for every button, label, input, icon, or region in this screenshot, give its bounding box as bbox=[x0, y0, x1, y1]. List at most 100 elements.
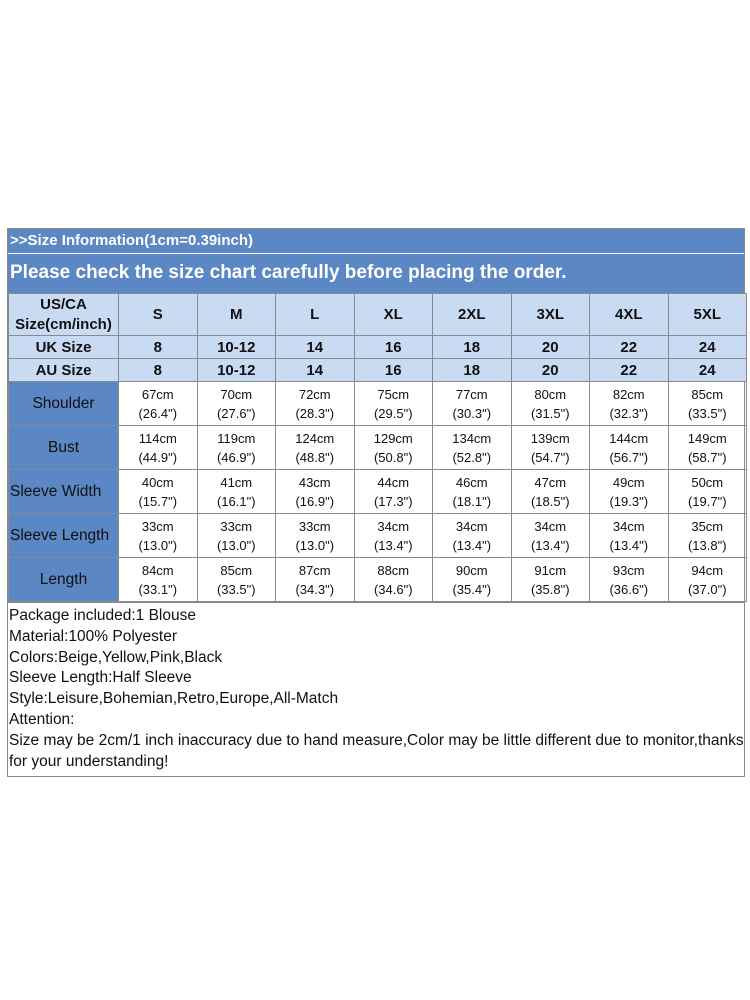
measurement-cell: 34cm (13.4") bbox=[432, 513, 512, 558]
cm-value: 67cm bbox=[141, 386, 174, 402]
au-size-cell: 8 bbox=[118, 358, 198, 382]
cm-value: 90cm bbox=[455, 562, 488, 578]
cm-value: 85cm bbox=[220, 562, 253, 578]
inch-value: (33.5") bbox=[216, 581, 256, 597]
inch-value: (17.3") bbox=[373, 493, 413, 509]
size-info-heading: >>Size Information(1cm=0.39inch) bbox=[8, 229, 744, 254]
measurement-label: Sleeve Width bbox=[8, 469, 119, 514]
measurement-label: Shoulder bbox=[8, 381, 119, 426]
measurement-cell: 35cm (13.8") bbox=[667, 513, 747, 558]
measurement-cell: 34cm (13.4") bbox=[589, 513, 669, 558]
au-size-label: AU Size bbox=[8, 358, 119, 382]
cm-value: 34cm bbox=[455, 518, 488, 534]
inch-value: (13.4") bbox=[609, 537, 649, 553]
au-size-cell: 14 bbox=[275, 358, 355, 382]
inch-value: (13.8") bbox=[687, 537, 727, 553]
au-size-cell: 18 bbox=[432, 358, 512, 382]
us-size-label: US/CA Size(cm/inch) bbox=[8, 293, 119, 336]
product-info: Package included:1 Blouse Material:100% … bbox=[8, 602, 744, 776]
cm-value: 91cm bbox=[534, 562, 567, 578]
au-size-row: AU Size 8 10-12 14 16 18 20 22 24 bbox=[8, 358, 747, 382]
inch-value: (19.7") bbox=[687, 493, 727, 509]
inch-value: (35.8") bbox=[530, 581, 570, 597]
inch-value: (54.7") bbox=[530, 449, 570, 465]
uk-size-cell: 16 bbox=[353, 335, 433, 359]
measurement-row: Bust 114cm (44.9") 119cm (46.9") 124cm (48.8")… bbox=[8, 425, 747, 470]
measurement-cell: 34cm (13.4") bbox=[510, 513, 590, 558]
cm-value: 82cm bbox=[612, 386, 645, 402]
inch-value: (13.0") bbox=[138, 537, 178, 553]
material-info: Material:100% Polyester bbox=[9, 627, 177, 645]
measurement-cell: 75cm (29.5") bbox=[353, 381, 433, 426]
measurement-cell: 88cm (34.6") bbox=[353, 557, 433, 602]
cm-value: 85cm bbox=[691, 386, 724, 402]
measurement-row: Shoulder 67cm (26.4") 70cm (27.6") 72cm (28.3"… bbox=[8, 381, 747, 426]
measurement-cell: 114cm (44.9") bbox=[118, 425, 198, 470]
size-table-body: US/CA Size(cm/inch) S M L XL 2XL 3XL 4XL… bbox=[8, 293, 747, 602]
inch-value: (32.3") bbox=[609, 405, 649, 421]
measurement-cell: 85cm (33.5") bbox=[196, 557, 276, 602]
measurement-cell: 70cm (27.6") bbox=[196, 381, 276, 426]
measurement-row: Sleeve Length 33cm (13.0") 33cm (13.0") 33cm (… bbox=[8, 513, 747, 558]
cm-value: 124cm bbox=[295, 430, 335, 446]
cm-value: 40cm bbox=[141, 474, 174, 490]
au-size-cell: 20 bbox=[510, 358, 590, 382]
measurement-cell: 46cm (18.1") bbox=[432, 469, 512, 514]
size-header: 4XL bbox=[589, 293, 669, 336]
measurement-cell: 33cm (13.0") bbox=[196, 513, 276, 558]
size-header: 3XL bbox=[510, 293, 590, 336]
measurement-cell: 84cm (33.1") bbox=[118, 557, 198, 602]
cm-value: 80cm bbox=[534, 386, 567, 402]
size-chart-notice: Please check the size chart carefully be… bbox=[8, 254, 744, 293]
inch-value: (16.1") bbox=[216, 493, 256, 509]
inch-value: (13.4") bbox=[452, 537, 492, 553]
cm-value: 114cm bbox=[138, 430, 177, 446]
measurement-cell: 40cm (15.7") bbox=[118, 469, 198, 514]
cm-value: 34cm bbox=[377, 518, 410, 534]
cm-value: 93cm bbox=[612, 562, 645, 578]
inch-value: (34.3") bbox=[295, 581, 335, 597]
cm-value: 77cm bbox=[455, 386, 488, 402]
measurement-cell: 119cm (46.9") bbox=[196, 425, 276, 470]
cm-value: 35cm bbox=[691, 518, 724, 534]
size-table: US/CA Size(cm/inch) S M L XL 2XL 3XL 4XL… bbox=[8, 293, 747, 602]
uk-size-label: UK Size bbox=[8, 335, 119, 359]
uk-size-cell: 22 bbox=[589, 335, 669, 359]
cm-value: 34cm bbox=[534, 518, 567, 534]
cm-value: 88cm bbox=[377, 562, 410, 578]
measurement-cell: 139cm (54.7") bbox=[510, 425, 590, 470]
attention-note: Size may be 2cm/1 inch inaccuracy due to… bbox=[9, 731, 744, 770]
inch-value: (35.4") bbox=[452, 581, 492, 597]
inch-value: (26.4") bbox=[138, 405, 178, 421]
measurement-cell: 82cm (32.3") bbox=[589, 381, 669, 426]
sleeve-info: Sleeve Length:Half Sleeve bbox=[9, 669, 192, 687]
measurement-cell: 85cm (33.5") bbox=[667, 381, 747, 426]
inch-value: (33.5") bbox=[687, 405, 727, 421]
measurement-cell: 49cm (19.3") bbox=[589, 469, 669, 514]
measurement-cell: 87cm (34.3") bbox=[275, 557, 355, 602]
measurement-cell: 91cm (35.8") bbox=[510, 557, 590, 602]
inch-value: (44.9") bbox=[138, 449, 178, 465]
inch-value: (18.1") bbox=[452, 493, 492, 509]
inch-value: (16.9") bbox=[295, 493, 335, 509]
cm-value: 34cm bbox=[612, 518, 645, 534]
inch-value: (31.5") bbox=[530, 405, 570, 421]
inch-value: (13.4") bbox=[530, 537, 570, 553]
cm-value: 33cm bbox=[141, 518, 174, 534]
measurement-cell: 72cm (28.3") bbox=[275, 381, 355, 426]
cm-value: 72cm bbox=[298, 386, 331, 402]
inch-value: (56.7") bbox=[609, 449, 649, 465]
package-info: Package included:1 Blouse bbox=[9, 607, 196, 624]
size-header: S bbox=[118, 293, 198, 336]
measurement-cell: 43cm (16.9") bbox=[275, 469, 355, 514]
cm-value: 139cm bbox=[530, 430, 570, 446]
measurement-label: Sleeve Length bbox=[8, 513, 119, 558]
cm-value: 33cm bbox=[220, 518, 253, 534]
cm-value: 119cm bbox=[217, 430, 256, 446]
inch-value: (28.3") bbox=[295, 405, 335, 421]
au-size-cell: 10-12 bbox=[196, 358, 276, 382]
colors-info: Colors:Beige,Yellow,Pink,Black bbox=[9, 648, 223, 666]
measurement-row: Sleeve Width 40cm (15.7") 41cm (16.1") 43cm (1… bbox=[8, 469, 747, 514]
au-size-cell: 16 bbox=[353, 358, 433, 382]
measurement-cell: 67cm (26.4") bbox=[118, 381, 198, 426]
